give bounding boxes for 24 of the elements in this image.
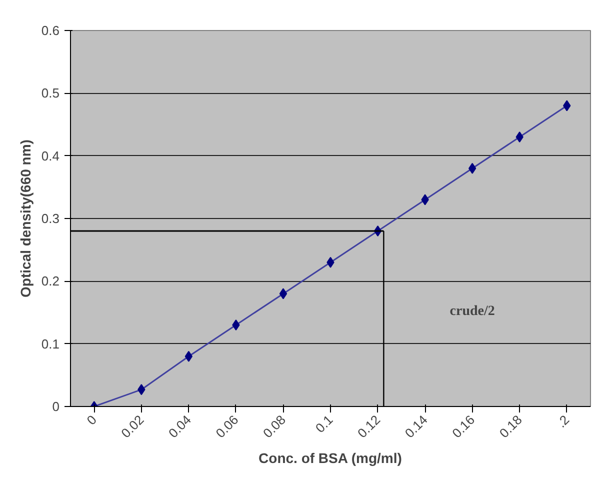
point (468, 162, 476, 174)
point (279, 288, 288, 300)
x-tick-label: 0.06 (212, 412, 242, 441)
annotation: crude/2 (450, 304, 495, 319)
x-tick-label: 0.08 (260, 412, 289, 441)
x-tick-label: .2 (554, 412, 572, 430)
y-tick-label: 0.4 (41, 148, 60, 164)
x-tick-label: 0.02 (118, 412, 147, 441)
x-tick-label: 0.1 (312, 412, 336, 436)
y-tick-label: 0 (52, 399, 60, 414)
x-tick-label: 0.16 (449, 412, 478, 441)
x-axis-title: Conc. of BSA (mg/ml) (258, 450, 402, 466)
x-tick-label: 0.04 (165, 412, 194, 441)
y-tick-label: 0.1 (41, 336, 60, 352)
point (184, 350, 193, 362)
y-tick-label: 0.3 (41, 211, 60, 226)
y-tick-label: 0.2 (41, 274, 60, 289)
y-tick-label: 0.5 (41, 86, 60, 101)
y-axis-title: Optical density(660 nm) (17, 140, 34, 298)
x-tick-label: 0.12 (354, 412, 384, 441)
x-tick-label: 0 (84, 412, 100, 428)
x-tick-label: 0.18 (496, 412, 525, 441)
y-tick-label: 0.6 (41, 23, 60, 38)
x-tick-label: 0.14 (402, 412, 430, 441)
